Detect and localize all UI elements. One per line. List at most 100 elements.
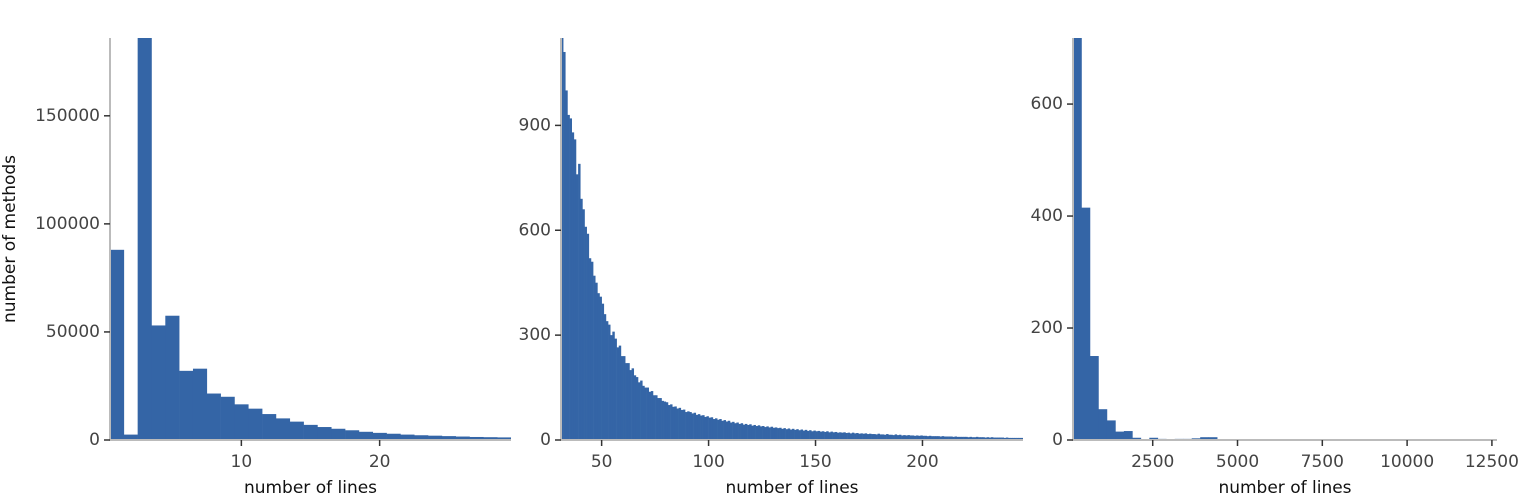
bar bbox=[796, 429, 799, 440]
bar bbox=[770, 426, 774, 440]
bar bbox=[1010, 437, 1013, 440]
bar bbox=[717, 419, 720, 440]
bar bbox=[873, 434, 876, 440]
bar bbox=[652, 395, 656, 440]
y-tick-label: 300 bbox=[519, 325, 551, 345]
bar bbox=[1003, 437, 1007, 440]
y-tick-label: 900 bbox=[519, 115, 551, 135]
bar bbox=[802, 430, 806, 440]
bar bbox=[571, 132, 575, 440]
bar bbox=[881, 434, 885, 440]
bar bbox=[766, 426, 769, 440]
bar bbox=[603, 314, 607, 440]
bar bbox=[642, 385, 645, 440]
bar bbox=[655, 395, 658, 440]
bar bbox=[892, 435, 895, 440]
bar bbox=[755, 426, 759, 440]
bar bbox=[995, 437, 998, 440]
bar bbox=[616, 347, 620, 440]
bar bbox=[601, 303, 605, 440]
bar bbox=[757, 425, 761, 440]
bar bbox=[358, 431, 374, 440]
bar bbox=[764, 427, 767, 440]
bar bbox=[1008, 437, 1011, 440]
bar bbox=[590, 261, 594, 440]
bar bbox=[877, 433, 880, 440]
bar bbox=[744, 423, 748, 440]
bar bbox=[913, 435, 917, 440]
bar bbox=[610, 335, 613, 440]
bar bbox=[1014, 437, 1017, 440]
bar bbox=[1018, 437, 1022, 440]
bar bbox=[386, 433, 401, 440]
bar bbox=[1149, 437, 1159, 440]
x-tick-label: 20 bbox=[369, 452, 391, 472]
bar bbox=[935, 436, 938, 440]
bar bbox=[854, 433, 857, 440]
bar bbox=[815, 431, 818, 440]
bar bbox=[864, 433, 868, 440]
bar bbox=[978, 437, 981, 440]
bar bbox=[712, 419, 716, 440]
bar bbox=[262, 414, 277, 440]
bar bbox=[982, 437, 985, 440]
x-tick-label: 200 bbox=[906, 452, 938, 472]
bar bbox=[960, 436, 964, 440]
bar bbox=[599, 296, 602, 440]
bar bbox=[220, 396, 235, 440]
bar bbox=[469, 436, 484, 440]
bar bbox=[986, 437, 990, 440]
bar bbox=[729, 422, 733, 440]
bar bbox=[843, 432, 846, 440]
bar bbox=[898, 434, 902, 440]
bar bbox=[1012, 437, 1015, 440]
bar bbox=[946, 436, 949, 440]
bar bbox=[565, 90, 568, 440]
bar bbox=[1081, 207, 1091, 440]
bar bbox=[633, 375, 637, 440]
bar bbox=[732, 421, 735, 440]
y-tick-label: 0 bbox=[89, 430, 100, 450]
bar bbox=[839, 432, 842, 440]
bar bbox=[849, 433, 853, 440]
bar bbox=[830, 431, 833, 440]
y-tick-label: 150000 bbox=[35, 106, 100, 126]
bar bbox=[965, 436, 968, 440]
bar bbox=[580, 198, 583, 440]
bar bbox=[785, 429, 789, 440]
bar bbox=[725, 421, 729, 440]
x-tick-label: 50 bbox=[591, 452, 613, 472]
bar bbox=[907, 435, 910, 440]
bar bbox=[774, 427, 778, 440]
bar bbox=[975, 436, 979, 440]
bar bbox=[866, 434, 870, 440]
bar bbox=[911, 435, 915, 440]
bar bbox=[794, 429, 797, 440]
bar bbox=[629, 370, 632, 440]
bar bbox=[640, 380, 643, 440]
bar bbox=[689, 412, 692, 440]
y-tick-label: 50000 bbox=[46, 322, 100, 342]
bar bbox=[670, 404, 673, 440]
bar bbox=[969, 436, 972, 440]
bar bbox=[151, 325, 166, 440]
y-tick-label: 200 bbox=[1031, 318, 1063, 338]
bar bbox=[819, 431, 823, 440]
bar bbox=[650, 391, 654, 440]
bar bbox=[971, 437, 975, 440]
bar bbox=[206, 393, 221, 440]
bar bbox=[620, 356, 624, 440]
x-axis-title: number of lines bbox=[1218, 478, 1351, 498]
bar bbox=[798, 430, 801, 440]
bar bbox=[1132, 437, 1142, 440]
bar bbox=[740, 423, 744, 440]
bar bbox=[567, 114, 570, 440]
bar bbox=[789, 429, 793, 440]
bar bbox=[993, 437, 996, 440]
bar bbox=[667, 405, 671, 440]
bar bbox=[691, 413, 694, 440]
bar bbox=[826, 431, 829, 440]
bar bbox=[1123, 431, 1133, 440]
bar bbox=[918, 435, 921, 440]
bar bbox=[841, 432, 844, 440]
